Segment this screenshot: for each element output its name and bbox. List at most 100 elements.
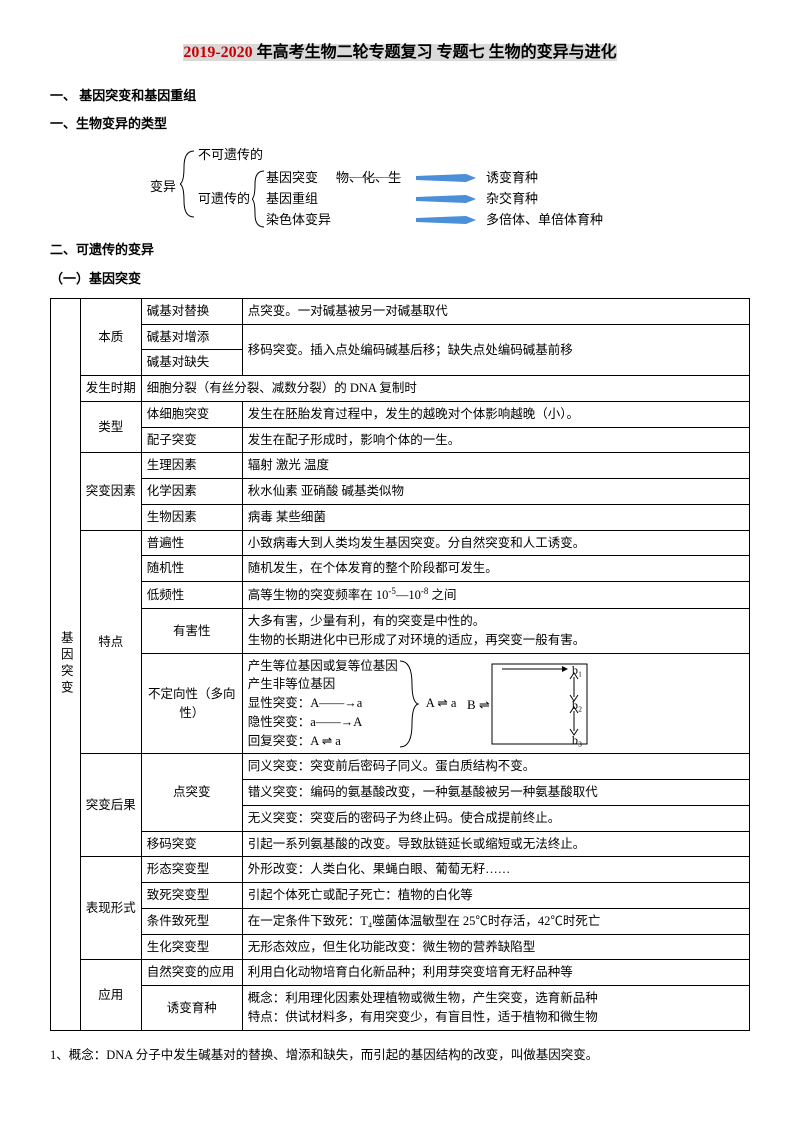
table-row: 特点 普遍性 小致病毒大到人类均发生基因突变。分自然突变和人工诱变。: [51, 530, 750, 556]
heading-2: 一、生物变异的类型: [50, 114, 750, 135]
cell: 无义突变：突变后的密码子为终止码。使合成提前终止。: [242, 805, 749, 831]
cell: 秋水仙素 亚硝酸 碱基类似物: [242, 479, 749, 505]
cell: 发生时期: [80, 376, 141, 402]
cell: 碱基对增添: [141, 324, 242, 350]
cell: 碱基对缺失: [141, 350, 242, 376]
table-row: 生化突变型 无形态效应，但生化功能改变：微生物的营养缺陷型: [51, 934, 750, 960]
text: 特点：供试材料多，有用突变少，有盲目性，适于植物和微生物: [248, 1010, 598, 1024]
cell: 小致病毒大到人类均发生基因突变。分自然突变和人工诱变。: [242, 530, 749, 556]
cell: 概念：利用理化因素处理植物或微生物，产生突变，选育新品种 特点：供试材料多，有用…: [242, 986, 749, 1031]
heading-3: 二、可遗传的变异: [50, 240, 750, 261]
heading-4: （一）基因突变: [50, 269, 750, 290]
tree-b1-mid: 物、化、生: [336, 168, 416, 189]
variation-tree: 变异 不可遗传的 可遗传的 基因突变 物、化、生 诱变育种: [150, 145, 750, 230]
cell: 移码突变。插入点处编码碱基后移；缺失点处编码碱基前移: [242, 324, 749, 376]
table-row: 表现形式 形态突变型 外形改变：人类白化、果蝇白眼、葡萄无籽……: [51, 857, 750, 883]
table-vlabel: 基因突变: [51, 298, 81, 1030]
text: 产生非等位基因: [248, 675, 398, 694]
cell: 应用: [80, 960, 141, 1030]
cell: 无形态效应，但生化功能改变：微生物的营养缺陷型: [242, 934, 749, 960]
cell: 碱基对替换: [141, 298, 242, 324]
heading-1: 一、 基因突变和基因重组: [50, 86, 750, 107]
text: 回复突变：A ⇌ a: [248, 732, 398, 751]
cell: 产生等位基因或复等位基因 产生非等位基因 显性突变：A——→a 隐性突变：a——…: [242, 653, 749, 754]
cell: 形态突变型: [141, 857, 242, 883]
cell: 体细胞突变: [141, 401, 242, 427]
table-row: 应用 自然突变的应用 利用白化动物培育白化新品种；利用芽突变培育无籽品种等: [51, 960, 750, 986]
tree-root: 变异: [150, 177, 176, 198]
tree-branch-b: 可遗传的: [198, 189, 250, 210]
svg-text:B ⇌: B ⇌: [467, 697, 490, 712]
table-row: 低频性 高等生物的突变频率在 10-5—10-8 之间: [51, 582, 750, 609]
title-year: 2019-2020: [183, 44, 252, 61]
table-row: 碱基对增添 移码突变。插入点处编码碱基后移；缺失点处编码碱基前移: [51, 324, 750, 350]
table-row: 突变后果 点突变 同义突变：突变前后密码子同义。蛋白质结构不变。: [51, 754, 750, 780]
cell: 突变后果: [80, 754, 141, 857]
arrow-icon: [416, 193, 476, 205]
cell: 表现形式: [80, 857, 141, 960]
cell: 大多有害，少量有利，有的突变是中性的。 生物的长期进化中已形成了对环境的适应，再…: [242, 609, 749, 654]
cell: 同义突变：突变前后密码子同义。蛋白质结构不变。: [242, 754, 749, 780]
table-row: 移码突变 引起一系列氨基酸的改变。导致肽链延长或缩短或无法终止。: [51, 831, 750, 857]
cell: 在一定条件下致死：T₄噬菌体温敏型在 25℃时存活，42℃时死亡: [242, 908, 749, 934]
cell: 致死突变型: [141, 883, 242, 909]
cell: 条件致死型: [141, 908, 242, 934]
tree-b1: 基因突变: [266, 168, 336, 189]
mutation-table: 基因突变 本质 碱基对替换 点突变。一对碱基被另一对碱基取代 碱基对增添 移码突…: [50, 298, 750, 1031]
table-row: 发生时期 细胞分裂（有丝分裂、减数分裂）的 DNA 复制时: [51, 376, 750, 402]
cell: 自然突变的应用: [141, 960, 242, 986]
table-row: 类型 体细胞突变 发生在胚胎发育过程中，发生的越晚对个体影响越晚（小）。: [51, 401, 750, 427]
brace-icon: [252, 169, 266, 229]
arrow-icon: [416, 214, 476, 226]
cell: 细胞分裂（有丝分裂、减数分裂）的 DNA 复制时: [141, 376, 749, 402]
table-row: 基因突变 本质 碱基对替换 点突变。一对碱基被另一对碱基取代: [51, 298, 750, 324]
text: 隐性突变：a——→A: [248, 713, 398, 732]
table-row: 化学因素 秋水仙素 亚硝酸 碱基类似物: [51, 479, 750, 505]
cell: 诱变育种: [141, 986, 242, 1031]
tree-b2-r: 杂交育种: [486, 189, 538, 210]
tree-b1-r: 诱变育种: [486, 168, 538, 189]
cell: 辐射 激光 温度: [242, 453, 749, 479]
cell: 普遍性: [141, 530, 242, 556]
cell: 本质: [80, 298, 141, 375]
table-row: 致死突变型 引起个体死亡或配子死亡：植物的白化等: [51, 883, 750, 909]
cell: 点突变。一对碱基被另一对碱基取代: [242, 298, 749, 324]
tree-branch-a: 不可遗传的: [198, 145, 603, 166]
cell: 发生在胚胎发育过程中，发生的越晚对个体影响越晚（小）。: [242, 401, 749, 427]
svg-text:b₁: b₁: [572, 663, 582, 677]
table-row: 条件致死型 在一定条件下致死：T₄噬菌体温敏型在 25℃时存活，42℃时死亡: [51, 908, 750, 934]
title-rest: 年高考生物二轮专题复习 专题七 生物的变异与进化: [253, 44, 617, 61]
cell: 利用白化动物培育白化新品种；利用芽突变培育无籽品种等: [242, 960, 749, 986]
text: 生物的长期进化中已形成了对环境的适应，再突变一般有害。: [248, 633, 586, 647]
cell: 发生在配子形成时，影响个体的一生。: [242, 427, 749, 453]
tree-b2: 基因重组: [266, 189, 416, 210]
cell: 错义突变：编码的氨基酸改变，一种氨基酸被另一种氨基酸取代: [242, 780, 749, 806]
cell: 引起个体死亡或配子死亡：植物的白化等: [242, 883, 749, 909]
cell: 特点: [80, 530, 141, 754]
cell: 不定向性（多向性）: [141, 653, 242, 754]
cell: 生化突变型: [141, 934, 242, 960]
table-row: 配子突变 发生在配子形成时，影响个体的一生。: [51, 427, 750, 453]
table-row: 不定向性（多向性） 产生等位基因或复等位基因 产生非等位基因 显性突变：A——→…: [51, 653, 750, 754]
cell: 移码突变: [141, 831, 242, 857]
page-title: 2019-2020 年高考生物二轮专题复习 专题七 生物的变异与进化: [50, 40, 750, 66]
tree-b3-r: 多倍体、单倍体育种: [486, 210, 603, 231]
footer-note: 1、概念：DNA 分子中发生碱基对的替换、增添和缺失，而引起的基因结构的改变，叫…: [50, 1045, 750, 1065]
table-row: 生物因素 病毒 某些细菌: [51, 504, 750, 530]
cell: 引起一系列氨基酸的改变。导致肽链延长或缩短或无法终止。: [242, 831, 749, 857]
arrow-icon: [416, 172, 476, 184]
cell: 高等生物的突变频率在 10-5—10-8 之间: [242, 582, 749, 609]
text: 大多有害，少量有利，有的突变是中性的。: [248, 614, 486, 628]
cell: 随机性: [141, 556, 242, 582]
table-row: 突变因素 生理因素 辐射 激光 温度: [51, 453, 750, 479]
table-row: 有害性 大多有害，少量有利，有的突变是中性的。 生物的长期进化中已形成了对环境的…: [51, 609, 750, 654]
cell: 生理因素: [141, 453, 242, 479]
cell: 化学因素: [141, 479, 242, 505]
cell: 点突变: [141, 754, 242, 831]
text: A ⇌ a: [426, 694, 457, 713]
brace-icon: [398, 659, 420, 749]
text: 产生等位基因或复等位基因: [248, 657, 398, 676]
table-row: 随机性 随机发生，在个体发育的整个阶段都可发生。: [51, 556, 750, 582]
cell: 突变因素: [80, 453, 141, 530]
text: 显性突变：A——→a: [248, 694, 398, 713]
